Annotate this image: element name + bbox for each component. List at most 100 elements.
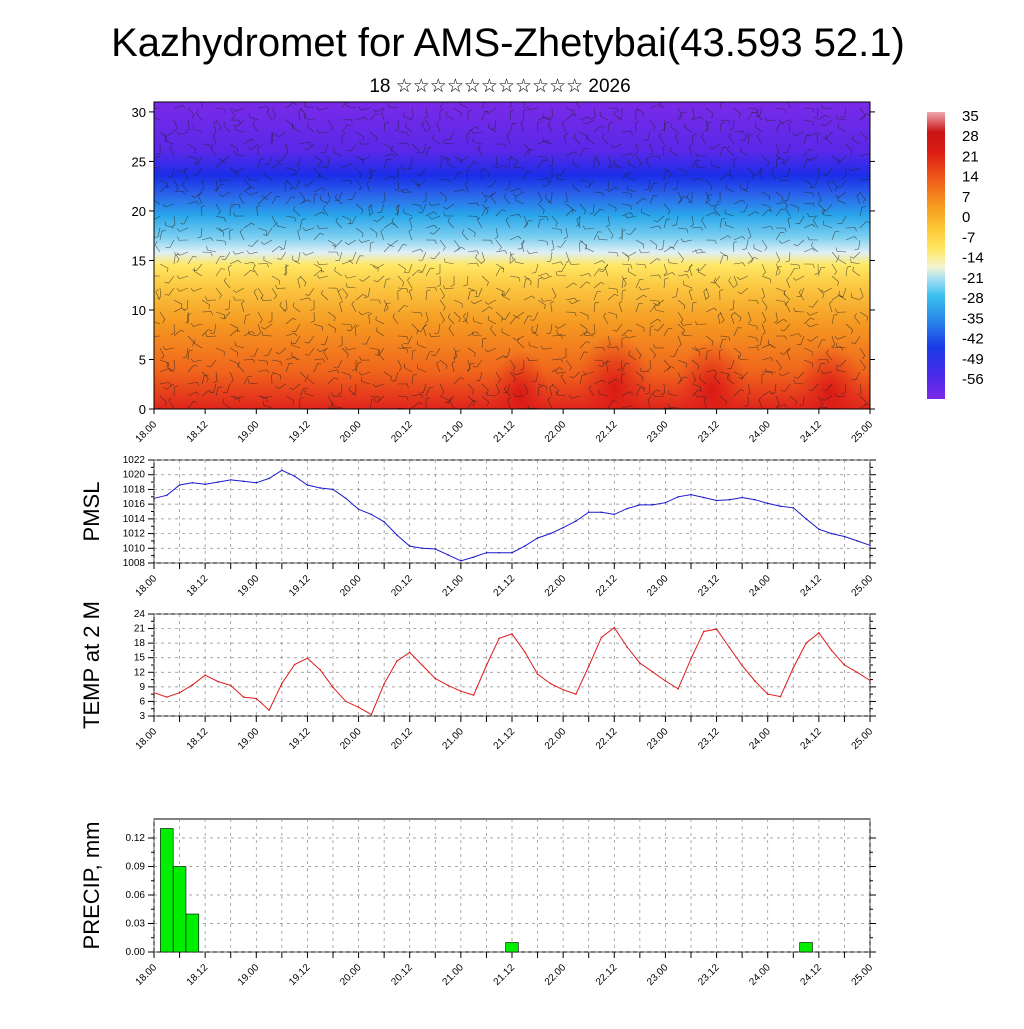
y-tick-label: 0.09	[126, 862, 146, 873]
y-tick-label: 24	[134, 609, 146, 620]
temp-2m-point	[537, 673, 539, 675]
y-tick-label: 21	[134, 624, 146, 635]
pmsl-point	[703, 497, 705, 499]
wind-barb-flag	[197, 417, 201, 418]
pmsl-point	[371, 514, 373, 516]
hot-spot	[490, 350, 550, 440]
wind-barb-flag	[574, 97, 576, 100]
temp-2m-point	[179, 692, 181, 694]
temp-2m-point	[255, 698, 257, 700]
y-tick-label: 0.03	[126, 919, 146, 930]
temp-2m-point	[396, 660, 398, 662]
temp-2m-point	[677, 688, 679, 690]
colorbar-label: -35	[962, 310, 984, 327]
wind-barb-flag	[220, 415, 222, 419]
pmsl-point	[741, 497, 743, 499]
y-tick-label: 25	[132, 154, 146, 169]
precip-bar	[800, 943, 813, 953]
y-tick-label: 0.12	[126, 833, 146, 844]
temp-2m-point	[550, 683, 552, 685]
pmsl-point	[677, 496, 679, 498]
temp-2m-point	[639, 662, 641, 664]
temp-2m-point	[716, 628, 718, 630]
pmsl-point	[511, 552, 513, 554]
x-tick-label: 19.12	[287, 962, 313, 988]
y-tick-label: 0.00	[126, 947, 146, 958]
colorbar-label: 14	[962, 169, 979, 186]
wind-barb-flag	[696, 415, 698, 419]
wind-barb-flag	[840, 417, 844, 418]
temp-2m-point	[268, 709, 270, 711]
temp-2m-point	[460, 690, 462, 692]
pmsl-point	[434, 548, 436, 550]
precip-bar	[173, 867, 186, 953]
pmsl-point	[524, 545, 526, 547]
temp-2m-point	[575, 693, 577, 695]
temp-2m-point	[473, 694, 475, 696]
pmsl-point	[217, 481, 219, 483]
x-tick-label: 22.00	[543, 419, 569, 445]
y-tick-label: 0	[139, 402, 146, 417]
x-tick-label: 21.00	[441, 419, 467, 445]
x-tick-label: 19.00	[236, 573, 262, 599]
x-tick-label: 20.12	[389, 573, 415, 599]
temp-2m-point	[818, 632, 820, 634]
temp-2m-point	[601, 637, 603, 639]
pmsl-point	[856, 540, 858, 542]
temp-2m-point	[524, 651, 526, 653]
temp-2m-point	[345, 701, 347, 703]
x-tick-label: 21.00	[441, 726, 467, 752]
pmsl-point	[639, 504, 641, 506]
x-tick-label: 20.00	[338, 419, 364, 445]
y-tick-label: 1008	[123, 558, 146, 569]
y-tick-label: 1018	[123, 484, 146, 495]
x-tick-label: 24.00	[747, 573, 773, 599]
y-tick-label: 1012	[123, 529, 146, 540]
temp-2m-point	[498, 637, 500, 639]
colorbar-label: -21	[962, 270, 984, 287]
x-tick-label: 21.00	[441, 573, 467, 599]
temp-2m-point	[230, 685, 232, 687]
temp-2m-point	[153, 692, 155, 694]
wind-barb-flag	[578, 417, 582, 419]
pmsl-point	[345, 497, 347, 499]
colorbar-label: -42	[962, 331, 984, 348]
x-tick-label: 18.12	[185, 573, 211, 599]
wind-barb-flag	[837, 414, 839, 418]
x-tick-label: 24.12	[799, 962, 825, 988]
pmsl-point	[716, 500, 718, 502]
temp-2m-point	[383, 683, 385, 685]
pmsl-point	[319, 487, 321, 489]
temp-2m-point	[166, 696, 168, 698]
wind-barb-flag	[723, 409, 726, 412]
colorbar-label: 21	[962, 148, 979, 165]
temp-2m-point	[562, 689, 564, 691]
wind-barb-flag	[485, 410, 488, 412]
x-tick-label: 22.00	[543, 726, 569, 752]
temp-2m-point	[780, 696, 782, 698]
y-tick-label: 30	[132, 105, 146, 120]
temp-2m-point	[844, 664, 846, 666]
x-tick-label: 19.12	[287, 573, 313, 599]
wind-barb-flag	[149, 333, 151, 337]
x-tick-label: 18.00	[134, 419, 160, 445]
wind-barb-flag	[150, 272, 151, 276]
wind-barb-flag	[347, 100, 351, 101]
temp-2m-point	[792, 667, 794, 669]
temp-2m-point	[371, 714, 373, 716]
precip-bar	[160, 829, 173, 953]
wind-barb-flag	[152, 195, 153, 199]
pmsl-point	[204, 483, 206, 485]
colorbar-label: 7	[962, 189, 970, 206]
pmsl-ylabel: PMSL	[79, 482, 104, 542]
x-tick-label: 24.00	[747, 726, 773, 752]
chart-title: Kazhydromet for AMS-Zhetybai(43.593 52.1…	[111, 21, 905, 65]
wind-barb-flag	[513, 410, 516, 412]
temp-2m-point	[358, 706, 360, 708]
x-tick-label: 18.12	[185, 419, 211, 445]
temp-2m-point	[831, 650, 833, 652]
x-tick-label: 24.12	[799, 573, 825, 599]
